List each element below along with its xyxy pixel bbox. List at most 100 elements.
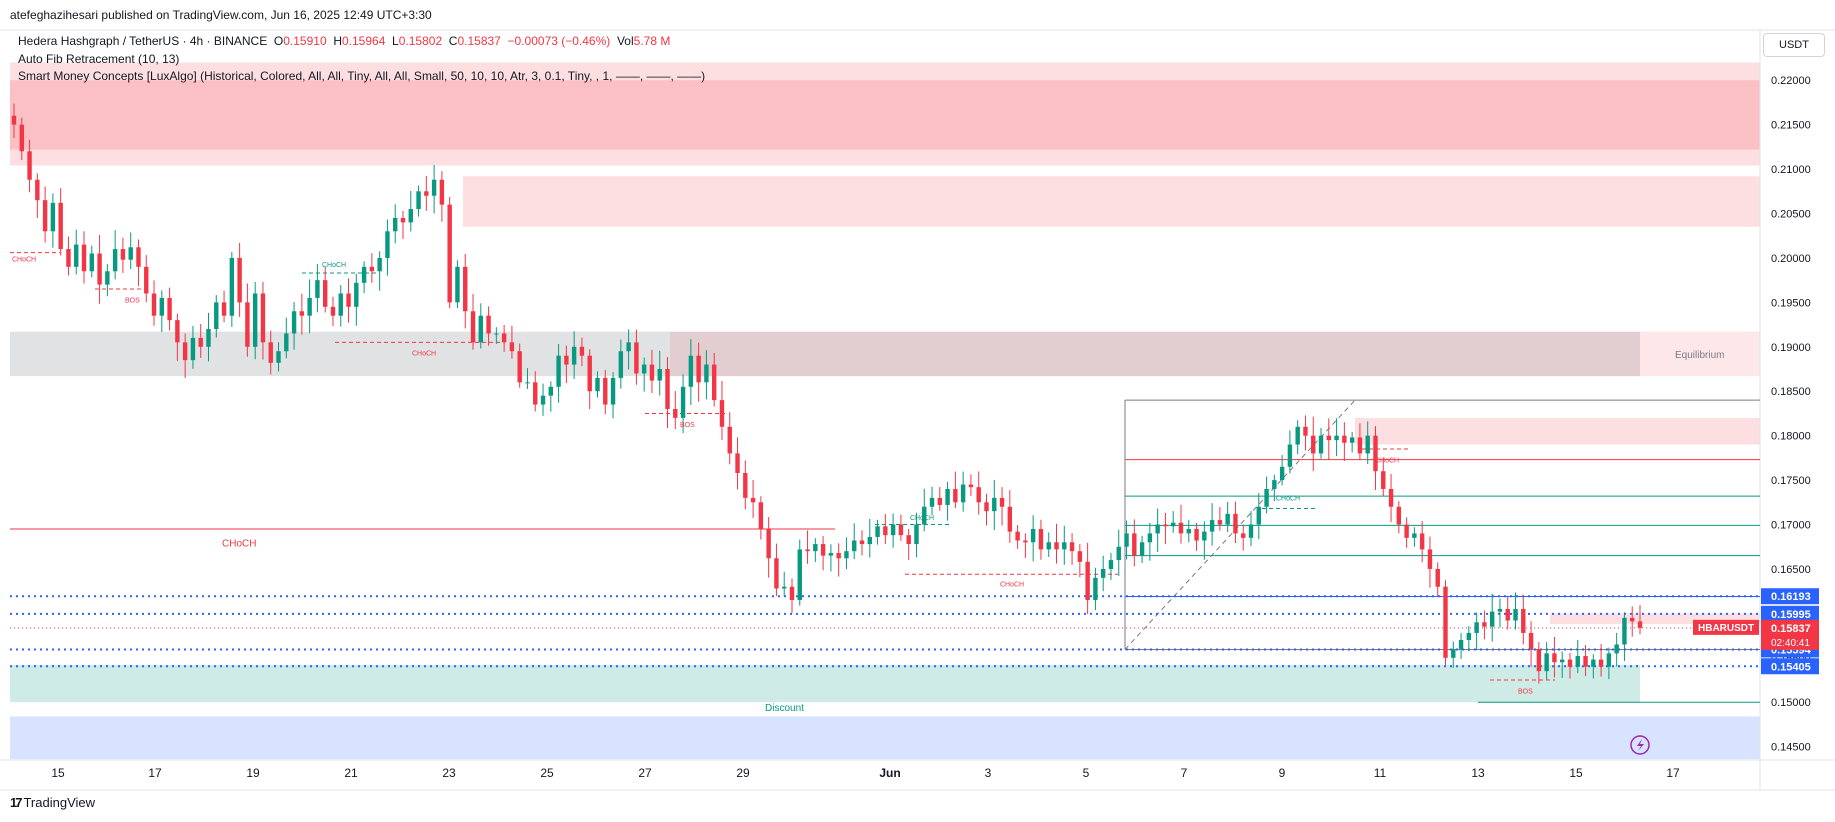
price-tick: 0.16500: [1771, 564, 1811, 576]
low-value: 0.15802: [398, 34, 443, 48]
candle-body: [136, 247, 141, 267]
candle-body: [999, 497, 1005, 507]
candle-body: [595, 377, 600, 392]
candle-body: [369, 266, 375, 272]
candle-body: [1637, 621, 1643, 628]
candle-body: [167, 297, 172, 321]
candle-body: [35, 179, 40, 201]
candle-body: [634, 342, 639, 374]
candle-body: [470, 311, 476, 343]
candle-body: [346, 293, 351, 307]
candle-body: [245, 302, 250, 347]
candle-body: [11, 115, 17, 125]
candle-body: [680, 386, 686, 418]
volume-label: Vol: [616, 34, 634, 48]
candle-body: [416, 191, 421, 210]
candle-body: [836, 552, 841, 559]
structure-label-10: BOS: [1518, 688, 1533, 695]
price-tick: 0.18000: [1771, 431, 1811, 443]
time-tick: 15: [51, 766, 65, 780]
candle-body: [533, 382, 538, 405]
candle-body: [120, 249, 126, 260]
candle-body: [727, 426, 732, 454]
time-tick: 19: [246, 766, 260, 780]
candle-body: [206, 329, 211, 347]
candle-body: [1404, 524, 1409, 538]
candle-body: [883, 526, 888, 536]
candle-body: [50, 202, 56, 232]
symbol-legend[interactable]: Hedera Hashgraph / TetherUS · 4h · BINAN…: [18, 34, 670, 48]
symbol-title: Hedera Hashgraph / TetherUS · 4h · BINAN…: [18, 34, 268, 48]
candle-body: [494, 333, 499, 335]
structure-label-8: CHoCH: [1276, 496, 1300, 503]
candle-body: [984, 502, 989, 512]
zone-supply-small: [1550, 613, 1760, 625]
candle-body: [1054, 542, 1059, 550]
candle-body: [1458, 640, 1464, 649]
structure-label-9: CHoCH: [1375, 457, 1399, 464]
time-tick: 21: [344, 766, 358, 780]
candle-body: [1171, 522, 1176, 527]
candle-body: [354, 282, 359, 307]
candle-body: [237, 257, 242, 303]
candle-body: [1241, 533, 1246, 538]
candle-body: [1451, 648, 1456, 658]
candle-body: [1326, 435, 1332, 441]
close-value: 0.15837: [457, 34, 501, 48]
price-label: 0.15405: [1771, 661, 1811, 673]
candle-body: [299, 311, 305, 316]
indicator-fib[interactable]: Auto Fib Retracement (10, 13): [18, 52, 180, 66]
high-label: H: [333, 34, 342, 48]
time-axis: 15 17 19 21 23 25 27 29 Jun 3 5 7 9 11 13 15 17: [51, 766, 1680, 780]
candle-body: [945, 488, 950, 505]
candle-body: [377, 257, 382, 272]
time-tick: Jun: [879, 766, 900, 780]
candle-body: [1303, 426, 1308, 436]
candle-body: [315, 280, 320, 298]
candle-body: [385, 231, 390, 258]
candle-body: [556, 355, 561, 387]
footer-brand[interactable]: 17 TradingView: [10, 795, 95, 810]
candle-body: [517, 351, 522, 383]
time-tick: 13: [1471, 766, 1485, 780]
equilibrium-label: Equilibrium: [1675, 350, 1724, 361]
candle-body: [805, 549, 810, 552]
candle-body: [408, 209, 413, 223]
candle-body: [307, 297, 312, 316]
candle-body: [400, 217, 406, 223]
candle-body: [898, 524, 904, 536]
indicator-smc[interactable]: Smart Money Concepts [LuxAlgo] (Historic…: [18, 69, 706, 83]
candle-body: [1396, 506, 1402, 525]
candle-body: [260, 293, 266, 343]
candle-body: [1591, 659, 1596, 667]
candle-body: [1248, 524, 1254, 538]
candle-body: [447, 204, 452, 303]
candle-body: [128, 247, 133, 260]
candle-body: [175, 320, 180, 343]
structure-label-7: CHoCH: [1000, 582, 1024, 589]
price-tick: 0.21000: [1771, 164, 1811, 176]
candle-body: [1178, 522, 1184, 534]
candle-body: [890, 524, 896, 536]
candle-body: [820, 544, 826, 556]
candle-body: [1194, 528, 1199, 541]
candle-body: [1536, 648, 1542, 672]
price-label: 0.16193: [1771, 591, 1811, 603]
candle-body: [501, 333, 507, 343]
structure-label-6: CHoCH: [910, 515, 934, 522]
price-axis: 0.22000 0.21500 0.21000 0.20500 0.20000 0.195…: [1693, 75, 1819, 754]
candle-body: [579, 346, 585, 356]
last-price-value: 0.15837: [1771, 623, 1811, 635]
structure-label-3: CHoCH: [412, 351, 436, 358]
currency-button[interactable]: USDT: [1763, 33, 1825, 57]
lightning-icon: [1630, 735, 1650, 755]
symbol-tag: HBARUSDT: [1698, 623, 1754, 634]
time-tick: 29: [736, 766, 750, 780]
candle-body: [424, 191, 429, 196]
price-label: 0.15995: [1771, 609, 1811, 621]
candle-body: [361, 266, 367, 283]
candle-body: [665, 369, 670, 409]
candle-body: [1062, 542, 1067, 550]
candle-body: [66, 249, 71, 267]
